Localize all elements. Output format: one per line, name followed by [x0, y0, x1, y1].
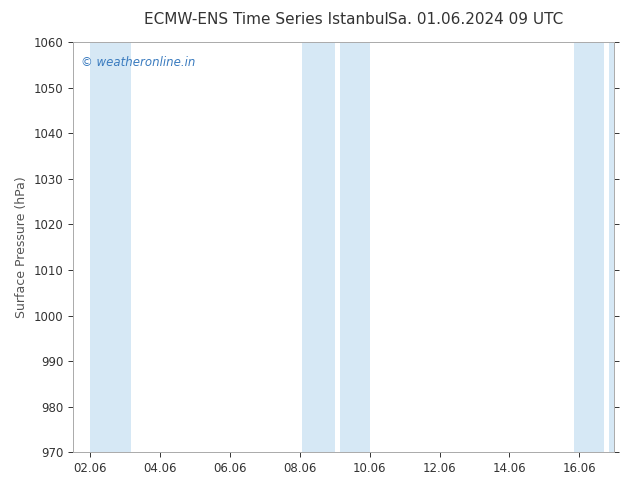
- Bar: [574, 42, 604, 452]
- Bar: [91, 42, 131, 452]
- Text: ECMW-ENS Time Series Istanbul: ECMW-ENS Time Series Istanbul: [144, 12, 389, 27]
- Text: Sa. 01.06.2024 09 UTC: Sa. 01.06.2024 09 UTC: [388, 12, 563, 27]
- Bar: [302, 42, 335, 452]
- Y-axis label: Surface Pressure (hPa): Surface Pressure (hPa): [15, 176, 28, 318]
- Bar: [609, 42, 631, 452]
- Bar: [340, 42, 370, 452]
- Text: © weatheronline.in: © weatheronline.in: [81, 56, 195, 70]
